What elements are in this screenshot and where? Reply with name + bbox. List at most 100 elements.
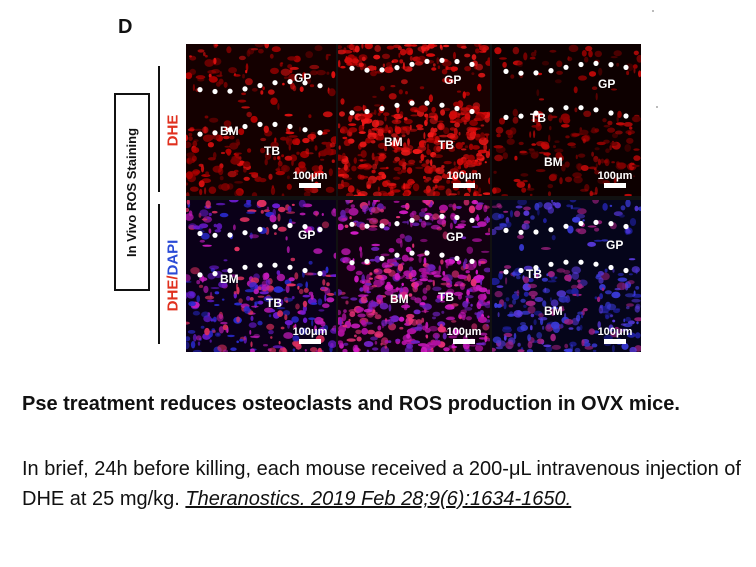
label-tb: TB <box>266 296 282 310</box>
cell-signal <box>384 339 389 344</box>
cell-signal <box>271 46 281 53</box>
cell-signal <box>604 158 610 167</box>
label-gp: GP <box>606 238 624 252</box>
cell-signal <box>446 179 451 184</box>
cell-signal <box>310 70 318 76</box>
cell-signal <box>394 272 400 281</box>
cell-signal <box>573 176 583 184</box>
cell-signal <box>223 135 230 140</box>
cell-signal <box>598 277 604 284</box>
cell-signal <box>445 66 455 70</box>
cell-signal <box>294 272 299 280</box>
cell-signal <box>430 201 433 207</box>
cell-signal <box>523 276 530 284</box>
growth-plate-bottom-marker <box>608 264 614 271</box>
cell-signal <box>340 98 345 105</box>
growth-plate-top-marker <box>317 226 323 233</box>
cell-signal <box>624 293 635 298</box>
cell-signal <box>420 220 427 228</box>
cell-signal <box>238 128 245 136</box>
cell-signal <box>401 158 406 163</box>
growth-plate-top-marker <box>272 80 278 86</box>
cell-signal <box>624 144 631 152</box>
cell-signal <box>418 211 426 217</box>
cell-signal <box>451 174 459 181</box>
growth-plate-bottom-marker <box>227 268 233 274</box>
cell-signal <box>302 137 310 144</box>
cell-signal <box>401 149 411 156</box>
cell-signal <box>399 48 407 56</box>
cell-signal <box>633 155 641 161</box>
cell-signal <box>492 228 497 236</box>
cell-signal <box>353 157 357 164</box>
growth-plate-top-marker <box>518 70 524 76</box>
cell-signal <box>220 183 230 191</box>
cell-signal <box>457 113 465 116</box>
cell-signal <box>286 211 296 214</box>
cell-signal <box>595 92 598 101</box>
cell-signal <box>410 296 417 301</box>
cell-signal <box>202 244 212 247</box>
cell-signal <box>280 326 285 330</box>
cell-signal <box>267 89 275 95</box>
cell-signal <box>579 324 583 331</box>
cell-signal <box>493 145 504 149</box>
cell-signal <box>349 311 356 318</box>
cell-signal <box>534 297 544 302</box>
cell-signal <box>357 294 367 298</box>
cell-signal <box>453 118 464 124</box>
growth-plate-top-marker <box>578 61 584 68</box>
cell-signal <box>610 314 614 318</box>
cell-signal <box>187 128 195 132</box>
cell-signal <box>328 88 336 97</box>
cell-signal <box>264 44 270 49</box>
cell-signal <box>359 159 364 162</box>
cell-signal <box>588 328 595 335</box>
cell-signal <box>198 180 205 188</box>
cell-signal <box>343 309 347 313</box>
cell-signal <box>466 164 476 168</box>
row-label-dhe-text: DHE <box>164 114 182 146</box>
cell-signal <box>224 145 231 148</box>
label-tb: TB <box>264 144 280 158</box>
citation-link[interactable]: Theranostics. 2019 Feb 28;9(6):1634-1650… <box>185 488 572 510</box>
growth-plate-bottom-marker <box>409 250 415 256</box>
cell-signal <box>350 297 358 301</box>
cell-signal <box>234 246 240 252</box>
cell-signal <box>288 135 298 138</box>
cell-signal <box>530 215 535 220</box>
cell-signal <box>350 204 355 208</box>
cell-signal <box>493 170 497 174</box>
cell-signal <box>256 200 267 208</box>
cell-signal <box>492 212 502 221</box>
cell-signal <box>542 288 551 294</box>
cell-signal <box>440 300 445 303</box>
cell-signal <box>473 160 483 166</box>
cell-signal <box>366 291 371 294</box>
cell-signal <box>389 186 394 194</box>
cell-signal <box>610 141 618 146</box>
micrograph-merge-2: GP BM TB 100μm <box>338 200 490 352</box>
cell-signal <box>434 184 438 189</box>
cell-signal <box>502 152 508 160</box>
cell-signal <box>543 202 553 210</box>
cell-signal <box>517 342 521 347</box>
cell-signal <box>296 151 300 155</box>
cell-signal <box>446 263 453 266</box>
cell-signal <box>237 99 247 103</box>
cell-signal <box>366 218 374 221</box>
cell-signal <box>512 298 517 305</box>
cell-signal <box>555 152 563 159</box>
cell-signal <box>300 310 306 315</box>
cell-signal <box>345 138 349 146</box>
cell-signal <box>486 338 490 342</box>
cell-signal <box>542 300 547 307</box>
cell-signal <box>393 257 402 260</box>
cell-signal <box>248 172 259 175</box>
cell-signal <box>402 165 407 170</box>
cell-signal <box>359 174 365 180</box>
side-label: In Vivo ROS Staining <box>114 93 150 291</box>
cell-signal <box>236 286 240 295</box>
cell-signal <box>320 286 325 290</box>
cell-signal <box>469 131 477 140</box>
